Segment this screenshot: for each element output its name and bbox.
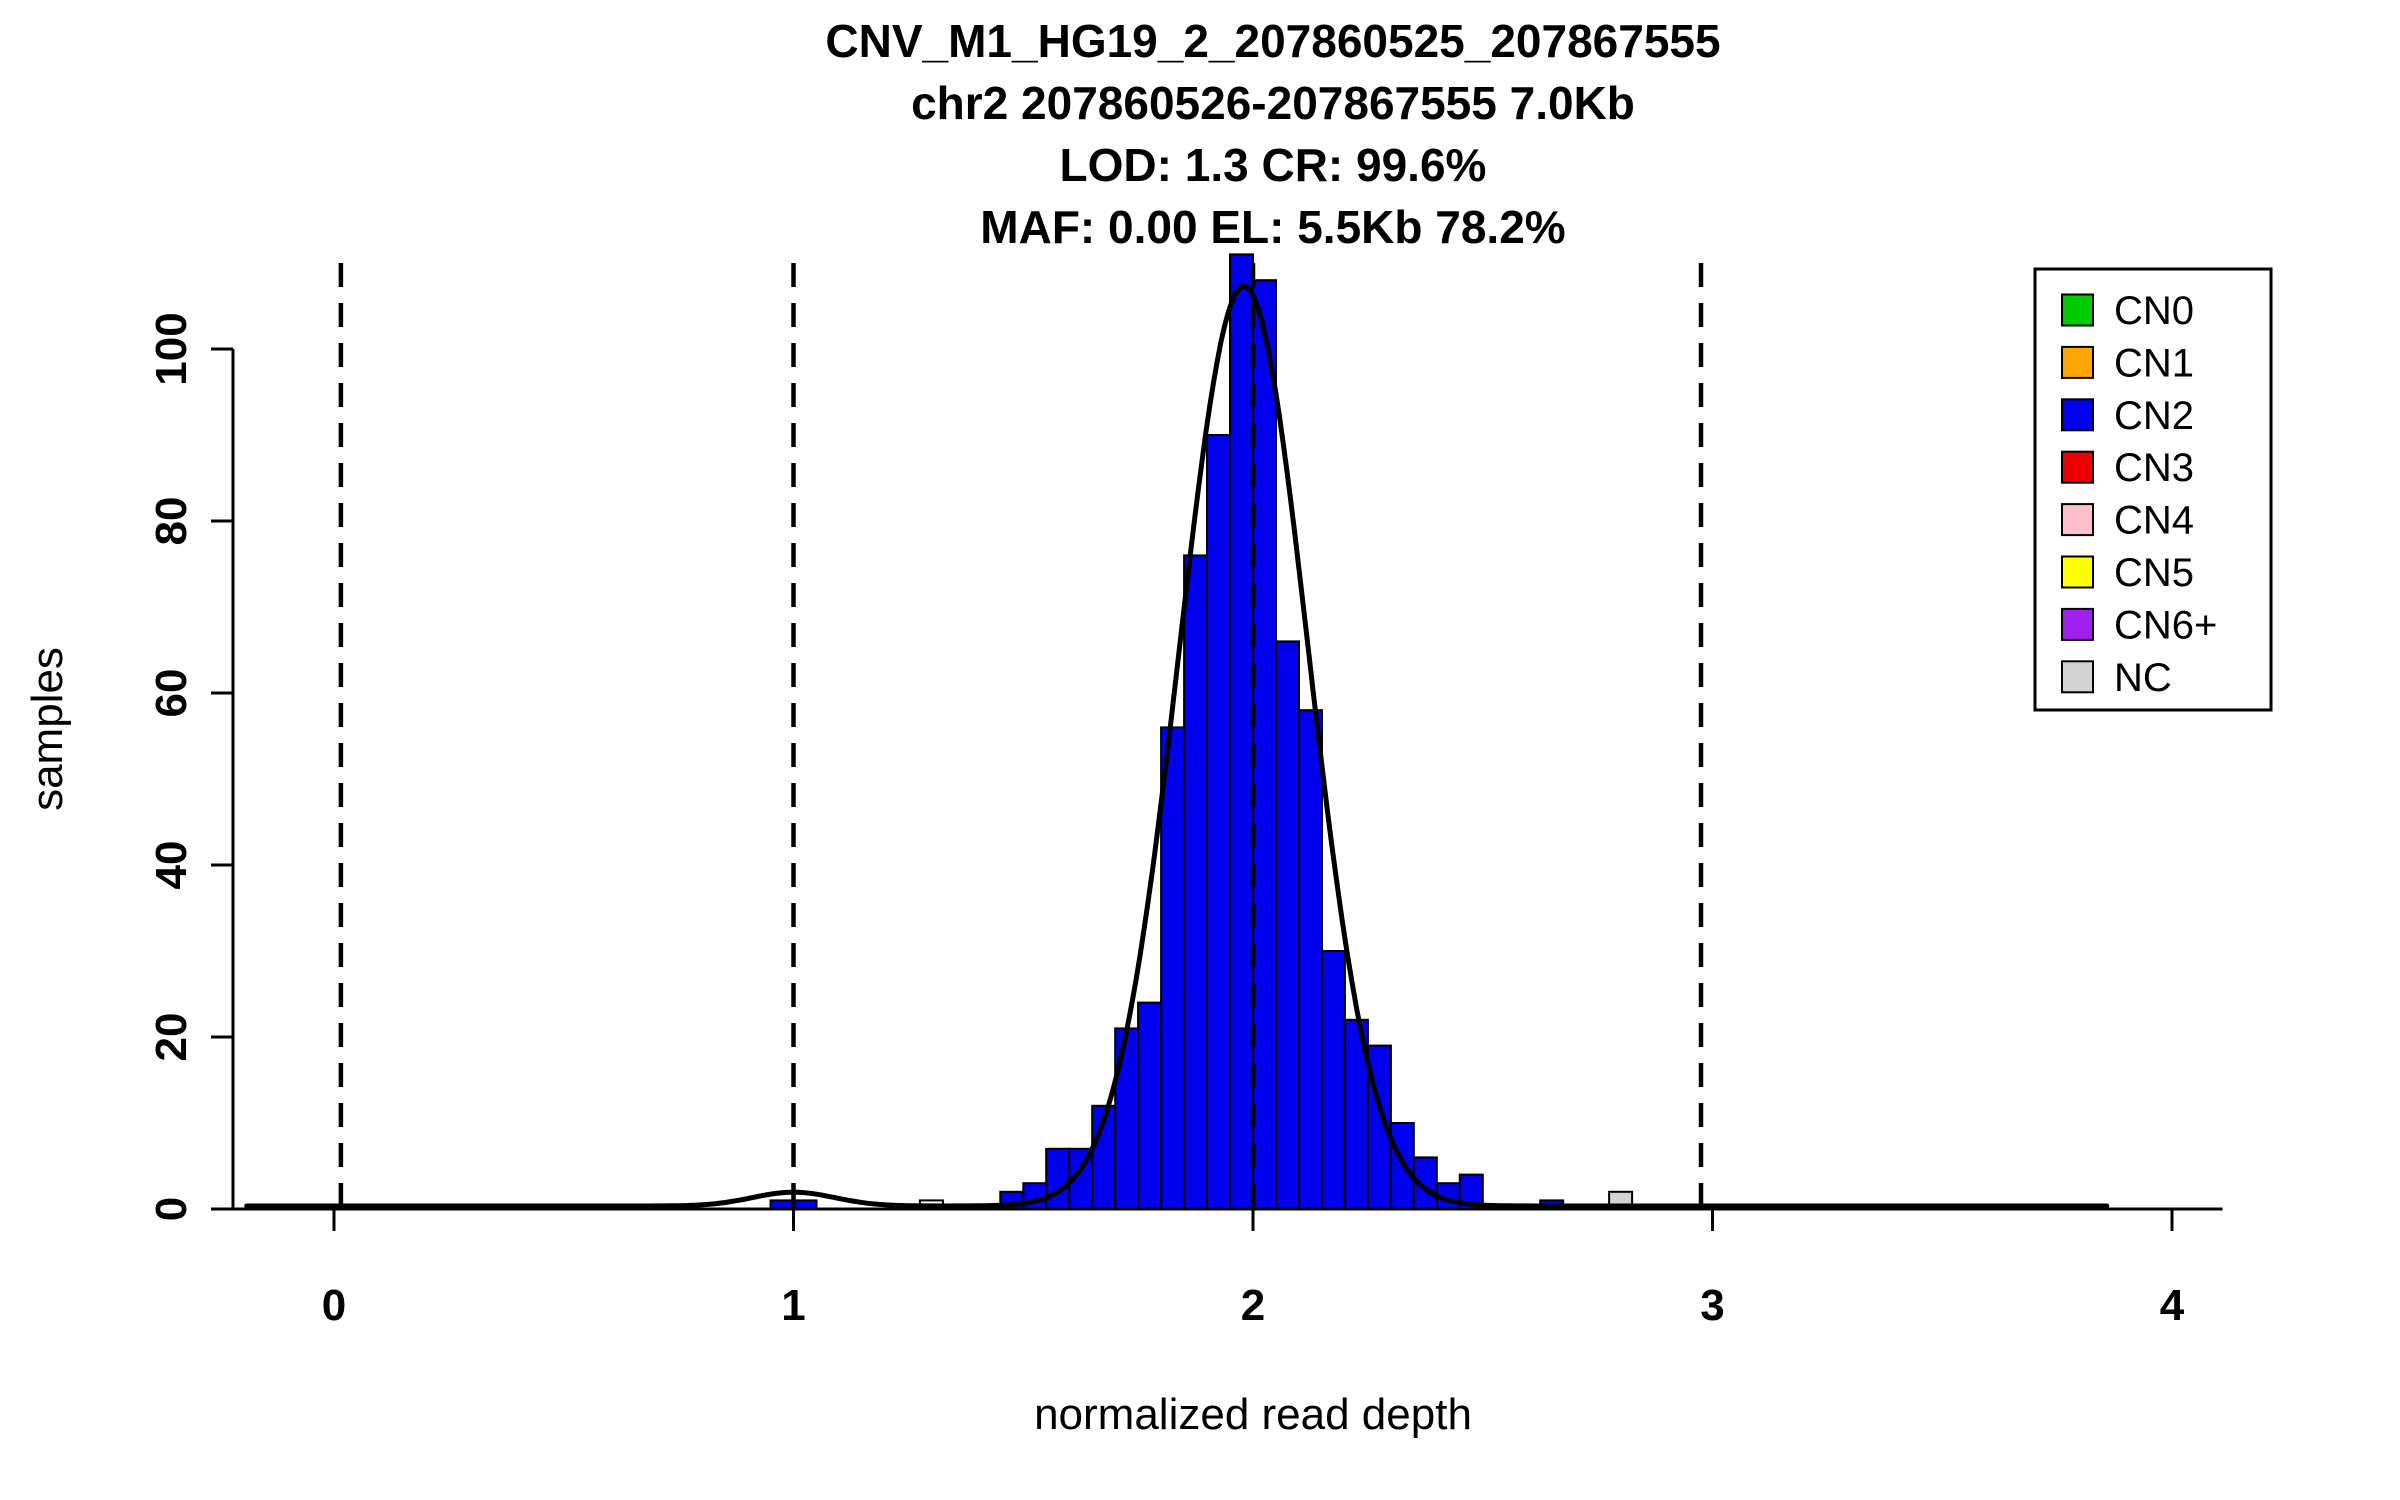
legend-label: CN1 [2114,341,2194,385]
title-line-2: chr2 207860526-207867555 7.0Kb [911,77,1635,129]
y-tick-label: 80 [147,497,196,546]
histogram-bar [1160,726,1186,1211]
y-axis: 0 20 40 60 80 100 [147,312,235,1221]
y-tick-label: 40 [147,841,196,890]
legend-swatch-cn1 [2061,345,2094,379]
legend-swatch-cn4 [2061,503,2094,537]
x-tick-label: 3 [1700,1281,1724,1330]
histogram-bar [1275,640,1300,1210]
legend-swatch-cn6plus [2061,607,2094,641]
histogram-bar [1206,434,1231,1210]
dashed-guides [338,263,1704,1209]
x-axis-label: normalized read depth [1034,1390,1472,1439]
y-tick-label: 100 [147,312,196,385]
density-curve [244,283,2110,1209]
title-line-4: MAF: 0.00 EL: 5.5Kb 78.2% [980,201,1566,253]
histogram-bar [1320,950,1346,1210]
y-axis-label: samples [23,647,72,811]
legend-label: CN5 [2114,551,2194,595]
x-tick-label: 4 [2160,1281,2185,1330]
legend-swatch-cn3 [2061,450,2094,484]
histogram-bar [1114,1027,1140,1211]
legend-swatch-cn5 [2061,555,2094,589]
y-tick-label: 20 [147,1013,196,1062]
histogram-bar [1229,253,1254,1210]
legend-label: CN3 [2114,446,2194,490]
chart-title-block: CNV_M1_HG19_2_207860525_207867555 chr2 2… [170,10,2376,258]
legend: CN0 CN1 CN2 CN3 CN4 CN5 CN6+ NC [2033,267,2273,712]
title-line-3: LOD: 1.3 CR: 99.6% [1059,139,1487,191]
x-tick-label: 0 [322,1281,346,1330]
y-tick-label: 60 [147,669,196,718]
histogram-bars [769,253,1634,1211]
legend-swatch-cn0 [2061,293,2094,327]
histogram-bar [1298,709,1323,1210]
legend-label: CN0 [2114,289,2194,333]
x-tick-label: 1 [781,1281,805,1330]
legend-label: CN4 [2114,499,2194,543]
legend-swatch-nc [2061,660,2094,694]
histogram-bar [1183,554,1209,1210]
legend-label: CN2 [2114,394,2194,438]
x-axis: 0 1 2 3 4 [232,1207,2223,1330]
legend-label: CN6+ [2114,603,2217,647]
histogram-bar [1045,1147,1071,1211]
y-tick-label: 0 [147,1197,196,1221]
x-tick-label: 2 [1241,1281,1265,1330]
histogram-bar [1252,279,1277,1210]
title-line-1: CNV_M1_HG19_2_207860525_207867555 [825,15,1721,67]
legend-swatch-cn2 [2061,398,2094,432]
legend-label: NC [2114,656,2172,700]
histogram-bar [1137,1001,1163,1210]
